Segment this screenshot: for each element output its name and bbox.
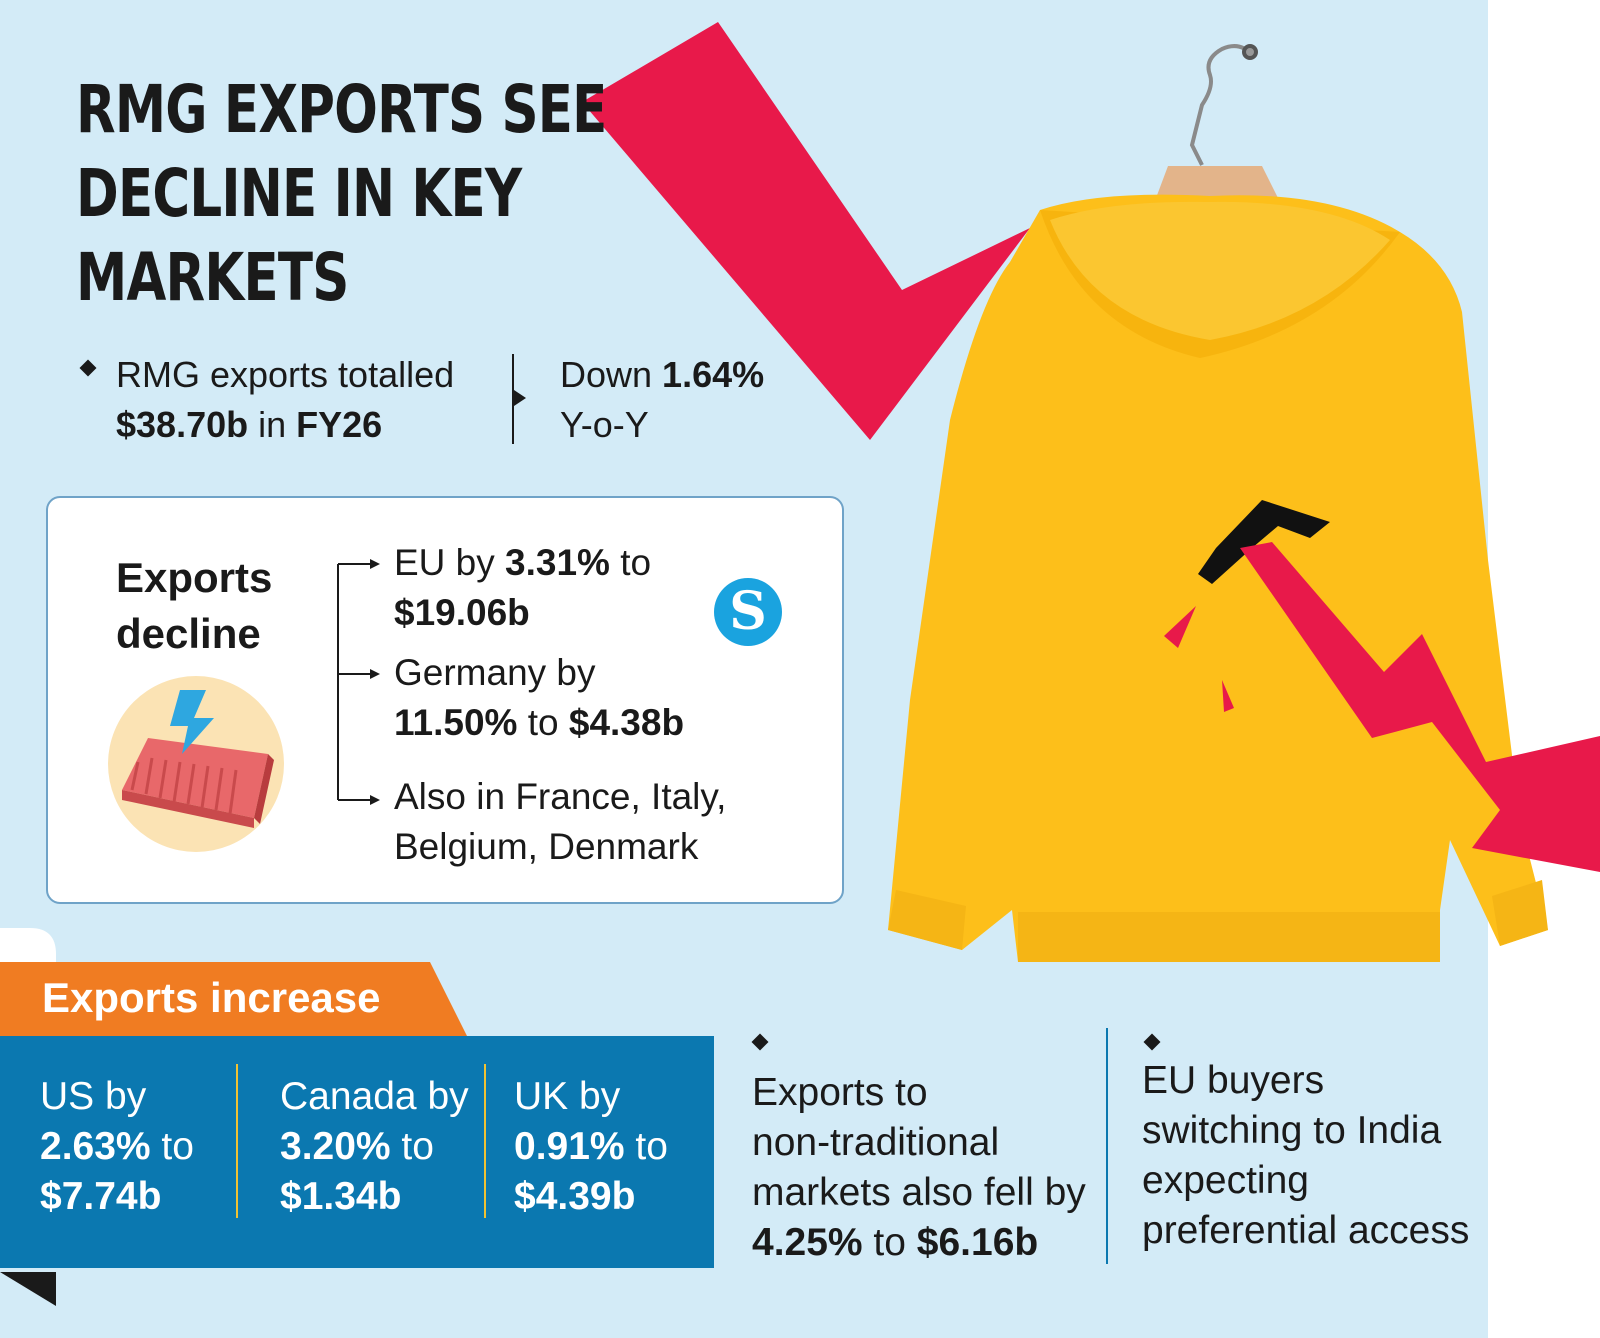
shipping-container-icon — [122, 690, 274, 828]
increase-divider — [236, 1064, 238, 1218]
decline-heading-line: decline — [116, 610, 261, 657]
note-line: expecting — [1142, 1159, 1309, 1202]
exports-increase-tab: Exports increase — [0, 962, 468, 1038]
note-value: $6.16b — [916, 1221, 1039, 1264]
zigzag-arrow-icon — [1164, 500, 1600, 872]
germany-pct: 11.50% — [394, 702, 518, 743]
uk-pct: 0.91% — [514, 1125, 625, 1168]
yoy-prefix: Down — [560, 354, 663, 395]
note-line: EU buyers — [1142, 1059, 1325, 1102]
fiscal-year: FY26 — [296, 404, 383, 445]
yoy-label: Y-o-Y — [560, 404, 649, 445]
exports-increase-label: Exports increase — [42, 974, 381, 1021]
decline-bracket — [337, 559, 380, 805]
note-line: non-traditional — [752, 1121, 1000, 1164]
decline-heading-line: Exports — [116, 554, 273, 601]
total-exports-value: $38.70b — [116, 404, 249, 445]
triangle-pointer-icon — [514, 390, 526, 406]
decline-eu: EU by 3.31% to $19.06b — [394, 538, 651, 638]
title-line: MARKETS — [76, 239, 349, 316]
increase-canada: Canada by 3.20% to $1.34b — [280, 1072, 469, 1222]
hanger-icon — [1189, 44, 1258, 166]
note-eu-buyers: EU buyers switching to India expecting p… — [1142, 1056, 1469, 1256]
yoy-value: 1.64% — [662, 354, 765, 395]
others-line: Belgium, Denmark — [394, 826, 699, 867]
uk-label: UK by — [514, 1075, 621, 1118]
total-exports-text: RMG exports totalled $38.70b in FY26 — [116, 350, 454, 450]
notes-divider — [1106, 1028, 1108, 1264]
uk-value: $4.39b — [514, 1175, 636, 1218]
germany-label: Germany by — [394, 652, 596, 693]
increase-uk: UK by 0.91% to $4.39b — [514, 1072, 668, 1222]
down-arrow-icon — [582, 22, 1030, 440]
eu-to: to — [609, 542, 652, 583]
increase-us: US by 2.63% to $7.74b — [40, 1072, 194, 1222]
note-to: to — [862, 1221, 917, 1264]
us-to: to — [150, 1125, 194, 1168]
us-pct: 2.63% — [40, 1125, 151, 1168]
title-line: RMG EXPORTS SEE — [76, 71, 607, 148]
canada-pct: 3.20% — [280, 1125, 391, 1168]
canada-to: to — [390, 1125, 434, 1168]
note-line: preferential access — [1142, 1209, 1470, 1252]
decline-others: Also in France, Italy, Belgium, Denmark — [394, 772, 726, 872]
note-line: Exports to — [752, 1071, 928, 1114]
eu-label: EU by — [394, 542, 506, 583]
germany-to: to — [517, 702, 569, 743]
eu-value: $19.06b — [394, 592, 530, 633]
total-exports-label: RMG exports totalled — [116, 354, 455, 395]
others-line: Also in France, Italy, — [394, 776, 727, 817]
decline-heading: Exports decline — [116, 550, 272, 662]
page-title: RMG EXPORTS SEE DECLINE IN KEY MARKETS — [76, 68, 607, 320]
note-line: markets also fell by — [752, 1171, 1086, 1214]
us-value: $7.74b — [40, 1175, 162, 1218]
decline-germany: Germany by 11.50% to $4.38b — [394, 648, 684, 748]
canada-value: $1.34b — [280, 1175, 402, 1218]
total-exports-connector: in — [248, 404, 297, 445]
daily-star-logo: S — [714, 578, 782, 646]
title-line: DECLINE IN KEY — [76, 155, 522, 232]
canada-label: Canada by — [280, 1075, 469, 1118]
exports-increase-band — [0, 1036, 714, 1268]
note-pct: 4.25% — [752, 1221, 863, 1264]
note-line: switching to India — [1142, 1109, 1442, 1152]
germany-value: $4.38b — [568, 702, 685, 743]
note-non-traditional: Exports to non-traditional markets also … — [752, 1068, 1086, 1268]
us-label: US by — [40, 1075, 147, 1118]
eu-pct: 3.31% — [505, 542, 610, 583]
increase-divider — [484, 1064, 486, 1218]
yoy-change-text: Down 1.64% Y-o-Y — [560, 350, 764, 450]
summary-divider — [512, 354, 514, 444]
uk-to: to — [624, 1125, 668, 1168]
